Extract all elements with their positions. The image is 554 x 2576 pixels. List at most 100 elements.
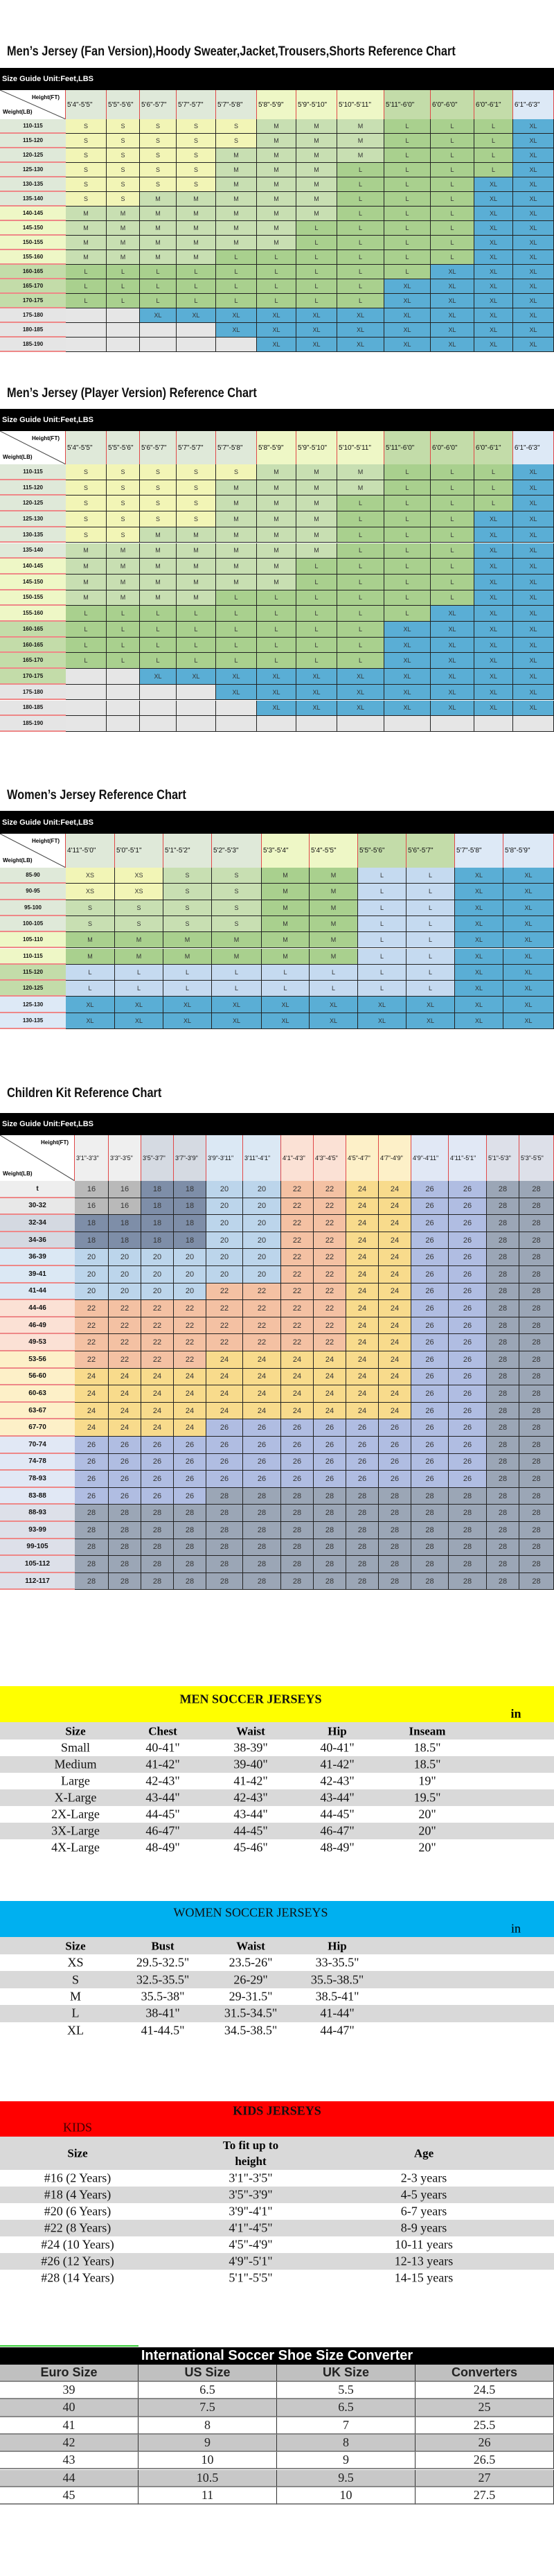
women-size-cell: L (358, 932, 406, 949)
fan-size-cell: S (140, 163, 177, 177)
fan-size-cell: L (337, 279, 384, 294)
children-size-cell: 28 (519, 1368, 554, 1386)
player-size-cell: XL (431, 606, 474, 622)
children-size-cell: 26 (449, 1215, 487, 1232)
player-title: Men’s Jersey (Player Version) Reference … (7, 386, 257, 401)
kids-soccer-row-bg (0, 2187, 554, 2203)
player-size-cell: S (177, 496, 216, 512)
fan-height-header: 5'7"-5'7" (177, 90, 216, 119)
kids-soccer-cell: #28 (14 Years) (41, 2270, 114, 2285)
children-size-cell: 26 (109, 1487, 141, 1505)
kids-soccer-cell: #22 (8 Years) (44, 2220, 111, 2235)
fan-size-cell: L (384, 119, 431, 134)
children-size-cell: 28 (519, 1402, 554, 1420)
fan-size-cell: XL (513, 119, 554, 134)
children-size-cell: 28 (487, 1453, 519, 1471)
player-size-cell: XL (337, 684, 384, 701)
children-size-cell: 28 (449, 1505, 487, 1522)
fan-size-cell (177, 323, 216, 338)
player-size-cell: L (384, 543, 431, 559)
children-size-cell: 28 (243, 1505, 281, 1522)
fan-size-cell: XL (474, 323, 513, 338)
fan-size-cell: L (66, 294, 107, 308)
player-size-cell: L (431, 559, 474, 575)
player-size-cell: L (296, 590, 337, 606)
player-size-cell: L (384, 511, 431, 527)
shoe-cell: 8 (138, 2417, 277, 2435)
children-size-cell: 20 (75, 1283, 109, 1301)
women-soccer-cell: S (71, 1972, 80, 1987)
women-soccer-column-header: Waist (236, 1939, 265, 1952)
fan-size-cell (107, 323, 140, 338)
kids-soccer-cell: 3'5"-3'9" (229, 2187, 273, 2202)
women-size-cell: L (212, 981, 262, 997)
fan-size-cell: XL (474, 236, 513, 250)
children-size-cell: 28 (487, 1402, 519, 1420)
fan-size-cell: L (107, 294, 140, 308)
children-size-cell: 28 (379, 1522, 411, 1539)
fan-size-cell: S (66, 163, 107, 177)
children-weight-label: 41-44 (0, 1283, 75, 1301)
player-size-cell: XL (296, 669, 337, 685)
fan-weight-label: 135-140 (0, 192, 66, 207)
women-size-cell: XL (212, 997, 262, 1013)
children-size-cell: 28 (487, 1181, 519, 1198)
fan-size-cell: M (107, 221, 140, 236)
women-soccer-column-header: Size (65, 1939, 86, 1952)
children-size-cell: 26 (449, 1249, 487, 1266)
kids-soccer-cell: 4'5"-4'9" (229, 2237, 273, 2252)
fan-size-cell: M (216, 148, 257, 163)
children-size-cell: 24 (243, 1351, 281, 1369)
player-size-cell (107, 716, 140, 732)
shoe-cell: 40 (0, 2399, 138, 2417)
fan-size-cell: XL (431, 265, 474, 279)
fan-size-cell: L (296, 221, 337, 236)
fan-size-cell: L (296, 250, 337, 265)
kids-soccer-cell: 3'1"-3'5" (229, 2171, 273, 2185)
player-size-cell: M (216, 527, 257, 543)
children-size-cell: 28 (487, 1487, 519, 1505)
player-size-cell: M (107, 574, 140, 590)
children-size-cell: 28 (487, 1572, 519, 1591)
children-size-cell: 26 (411, 1471, 449, 1488)
children-size-cell: 26 (243, 1453, 281, 1471)
player-size-cell: S (66, 527, 107, 543)
player-size-cell (216, 716, 257, 732)
player-corner-cell: Height(FT) Weight(LB) (0, 431, 66, 464)
women-size-cell: L (163, 964, 212, 981)
player-size-cell: M (177, 527, 216, 543)
women-height-axis-label: Height(FT) (32, 838, 60, 844)
children-size-cell: 18 (109, 1215, 141, 1232)
women-weight-label: 100-105 (0, 915, 66, 933)
player-unit-band: Size Guide Unit:Feet,LBS (0, 409, 554, 431)
children-size-cell: 26 (449, 1334, 487, 1351)
fan-size-cell (107, 308, 140, 323)
player-size-cell: XL (474, 543, 513, 559)
men-soccer-cell: 43-44" (233, 1807, 268, 1821)
fan-size-cell: XL (431, 323, 474, 338)
women-size-cell: L (358, 964, 406, 981)
children-size-cell: 24 (379, 1385, 411, 1403)
shoe-cell: 43 (0, 2452, 138, 2470)
children-size-cell: 20 (141, 1266, 174, 1283)
fan-size-cell: L (257, 294, 296, 308)
children-size-cell: 24 (346, 1232, 379, 1250)
children-size-cell: 28 (75, 1572, 109, 1591)
fan-size-cell: L (337, 177, 384, 192)
shoe-cell: 10 (277, 2487, 416, 2505)
player-size-cell: L (474, 496, 513, 512)
fan-size-cell: XL (431, 279, 474, 294)
children-size-cell: 22 (281, 1283, 314, 1301)
children-size-cell: 28 (519, 1283, 554, 1301)
player-weight-label: 150-155 (0, 590, 66, 606)
player-size-cell: M (257, 559, 296, 575)
player-size-cell: S (177, 511, 216, 527)
player-size-cell: L (296, 559, 337, 575)
children-size-cell: 26 (206, 1437, 243, 1454)
children-size-cell: 28 (314, 1572, 346, 1591)
player-size-cell: XL (140, 669, 177, 685)
player-size-cell: S (107, 527, 140, 543)
women-size-cell: M (310, 900, 358, 916)
women-soccer-column-header: Bust (151, 1939, 175, 1952)
women-size-cell: L (406, 915, 455, 933)
